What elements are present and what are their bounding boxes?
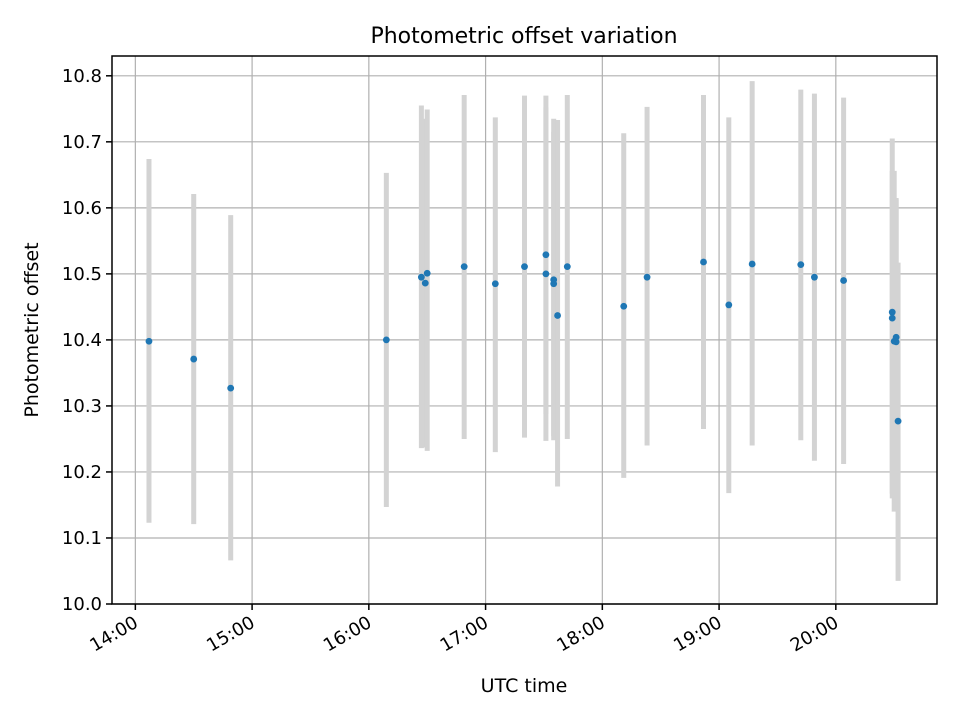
data-point [888, 314, 896, 322]
x-tick-label: 16:00 [320, 612, 375, 656]
x-tick-label: 18:00 [553, 612, 608, 656]
y-axis-label: Photometric offset [21, 242, 43, 417]
data-point [725, 301, 733, 309]
data-points [145, 251, 902, 425]
data-point [811, 273, 818, 281]
data-point [382, 336, 390, 344]
data-point [423, 269, 431, 277]
x-tick-label: 15:00 [203, 612, 258, 656]
data-point [643, 273, 651, 281]
plot-frame [111, 55, 938, 605]
x-tick-label: 17:00 [437, 612, 492, 656]
data-point [700, 258, 707, 266]
data-point [421, 279, 429, 287]
chart-title: Photometric offset variation [370, 24, 677, 49]
data-point [892, 333, 900, 341]
data-point [145, 337, 153, 345]
x-tick-label: 20:00 [787, 612, 842, 656]
data-point [550, 280, 558, 288]
y-tick-label: 10.7 [62, 132, 102, 153]
x-tick-label: 14:00 [86, 612, 141, 656]
y-tick-label: 10.5 [62, 264, 102, 285]
data-point [227, 384, 235, 392]
data-point [460, 263, 468, 271]
y-tick-label: 10.1 [62, 528, 102, 549]
data-point [521, 263, 528, 271]
data-point [894, 417, 902, 425]
error-bars [146, 81, 901, 581]
y-tick-label: 10.0 [62, 594, 102, 615]
x-axis-label: UTC time [481, 675, 568, 697]
y-tick-label: 10.6 [62, 198, 102, 219]
data-point [888, 308, 896, 316]
data-point [542, 270, 550, 278]
x-tick-label: 19:00 [670, 612, 725, 656]
data-point [797, 261, 805, 269]
y-tick-label: 10.2 [62, 462, 102, 483]
axis-ticks: 14:00 15:00 16:00 17:00 18:00 19:00 20:00 10.0 1… [62, 66, 842, 656]
data-point [620, 302, 628, 310]
data-point [190, 355, 198, 363]
data-point [542, 251, 550, 259]
data-point [554, 312, 561, 319]
data-point [748, 260, 756, 268]
y-tick-label: 10.4 [62, 330, 102, 351]
data-point [417, 273, 425, 281]
data-point [491, 280, 499, 288]
data-point [840, 277, 848, 284]
data-point [563, 263, 571, 271]
y-tick-label: 10.3 [62, 396, 102, 417]
y-tick-label: 10.8 [62, 66, 102, 87]
